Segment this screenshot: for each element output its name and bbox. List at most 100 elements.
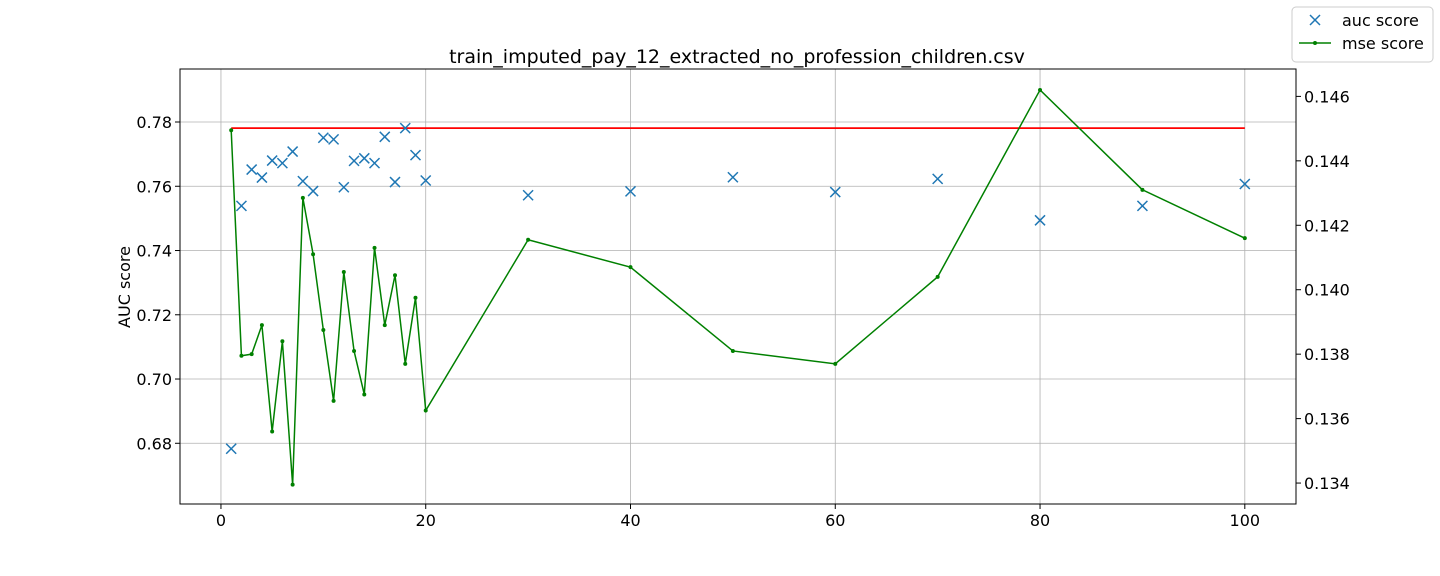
marker-stroke [379, 131, 391, 143]
x-tick-label: 40 [620, 511, 640, 530]
plot-data [225, 87, 1251, 487]
marker-stroke [1136, 200, 1148, 212]
auc-score-point [328, 133, 340, 145]
marker-stroke [522, 189, 534, 201]
x-tick-label: 80 [1030, 511, 1050, 530]
auc-score-point [399, 122, 411, 134]
marker-stroke [276, 157, 288, 169]
y-tick-label: 0.68 [136, 434, 172, 453]
marker-stroke [348, 155, 360, 167]
marker-stroke [389, 176, 401, 188]
auc-score-point [317, 132, 329, 144]
mse-score-point [372, 245, 377, 250]
marker-stroke [420, 174, 432, 187]
mse-score-point [526, 237, 531, 242]
y-axis-label: AUC score [115, 246, 134, 328]
y-tick-label: 0.78 [136, 113, 172, 132]
marker-stroke [1034, 214, 1046, 226]
y-axis-left: 0.68 0.70 0.72 0.74 0.76 0.78 [136, 113, 180, 453]
y2-tick-label: 0.144 [1304, 152, 1350, 171]
marker-stroke [287, 146, 299, 158]
auc-score-point [1034, 214, 1046, 226]
auc-score-point [225, 443, 237, 455]
auc-score-point [276, 157, 288, 169]
marker-stroke [235, 200, 247, 212]
auc-score-point [1136, 200, 1148, 212]
y-tick-label: 0.72 [136, 306, 172, 325]
marker-stroke [624, 185, 637, 197]
mse-score-point [628, 265, 633, 270]
y-axis-right: 0.134 0.136 0.138 0.140 0.142 0.144 0.146 [1296, 87, 1350, 493]
auc-score-point [389, 176, 401, 188]
mse-score-point [300, 195, 305, 200]
mse-score-point [290, 482, 295, 487]
legend-frame [1291, 6, 1434, 63]
mse-score-line [230, 88, 1246, 485]
legend: auc score mse score [1291, 6, 1434, 63]
x-tick-label: 60 [825, 511, 845, 530]
auc-score-point [246, 164, 258, 176]
auc-score-point [1239, 178, 1251, 190]
marker-stroke [266, 155, 278, 167]
y2-tick-label: 0.140 [1304, 281, 1350, 300]
legend-auc-marker [1309, 14, 1321, 26]
mse-score-point [311, 252, 316, 257]
auc-score-point [624, 185, 637, 197]
y2-tick-label: 0.134 [1304, 474, 1350, 493]
legend-mse-label: mse score [1342, 34, 1424, 53]
auc-score-point [727, 171, 739, 183]
mse-score-point [280, 339, 285, 344]
marker-stroke [317, 132, 329, 144]
mse-score-point [321, 328, 326, 332]
y2-tick-label: 0.146 [1304, 87, 1350, 106]
marker-stroke [256, 172, 268, 184]
marker-stroke [369, 157, 381, 169]
y-tick-label: 0.76 [136, 177, 172, 196]
mse-score-point [403, 361, 408, 366]
auc-score-point [379, 131, 391, 143]
mse-score-point [1038, 87, 1043, 92]
legend-auc-x-marker [1309, 14, 1321, 26]
auc-score-point [256, 172, 268, 184]
marker-stroke [307, 185, 319, 197]
mse-score-point [413, 295, 418, 300]
chart-title: train_imputed_pay_12_extracted_no_profes… [449, 46, 1025, 68]
marker-stroke [1239, 178, 1251, 190]
plot-frame [179, 68, 1297, 505]
marker-stroke [328, 133, 340, 145]
mse-score-point [229, 128, 234, 133]
y2-tick-label: 0.142 [1304, 216, 1350, 235]
mse-score-point [935, 274, 940, 279]
marker-stroke [358, 152, 370, 164]
mse-score-point [730, 348, 735, 353]
mse-score-point [393, 273, 398, 278]
auc-score-point [235, 200, 247, 212]
auc-score-point [348, 155, 360, 167]
mse-score-point [423, 408, 428, 413]
mse-score-point [382, 323, 387, 328]
auc-score-point [358, 152, 370, 164]
legend-mse-marker [1299, 41, 1331, 45]
y2-tick-label: 0.136 [1304, 410, 1350, 429]
x-tick-label: 100 [1230, 511, 1261, 530]
auc-score-point [266, 155, 278, 167]
marker-stroke [297, 175, 309, 187]
y-tick-label: 0.74 [136, 242, 172, 261]
grid [180, 69, 1296, 504]
mse-score-point [1242, 236, 1247, 241]
mse-score-point [341, 270, 346, 274]
marker-stroke [829, 186, 841, 198]
auc-score-point [932, 173, 944, 185]
marker-stroke [246, 164, 258, 176]
mse-score-point [1140, 187, 1145, 192]
marker-stroke [225, 443, 237, 455]
mse-score-point [352, 348, 357, 353]
marker-stroke [1309, 14, 1321, 26]
legend-auc-label: auc score [1342, 11, 1419, 30]
legend-mse-dot [1313, 41, 1317, 45]
mse-score-point [270, 429, 275, 434]
x-tick-label: 0 [216, 511, 226, 530]
auc-score-point [297, 175, 309, 187]
marker-stroke [932, 173, 944, 185]
